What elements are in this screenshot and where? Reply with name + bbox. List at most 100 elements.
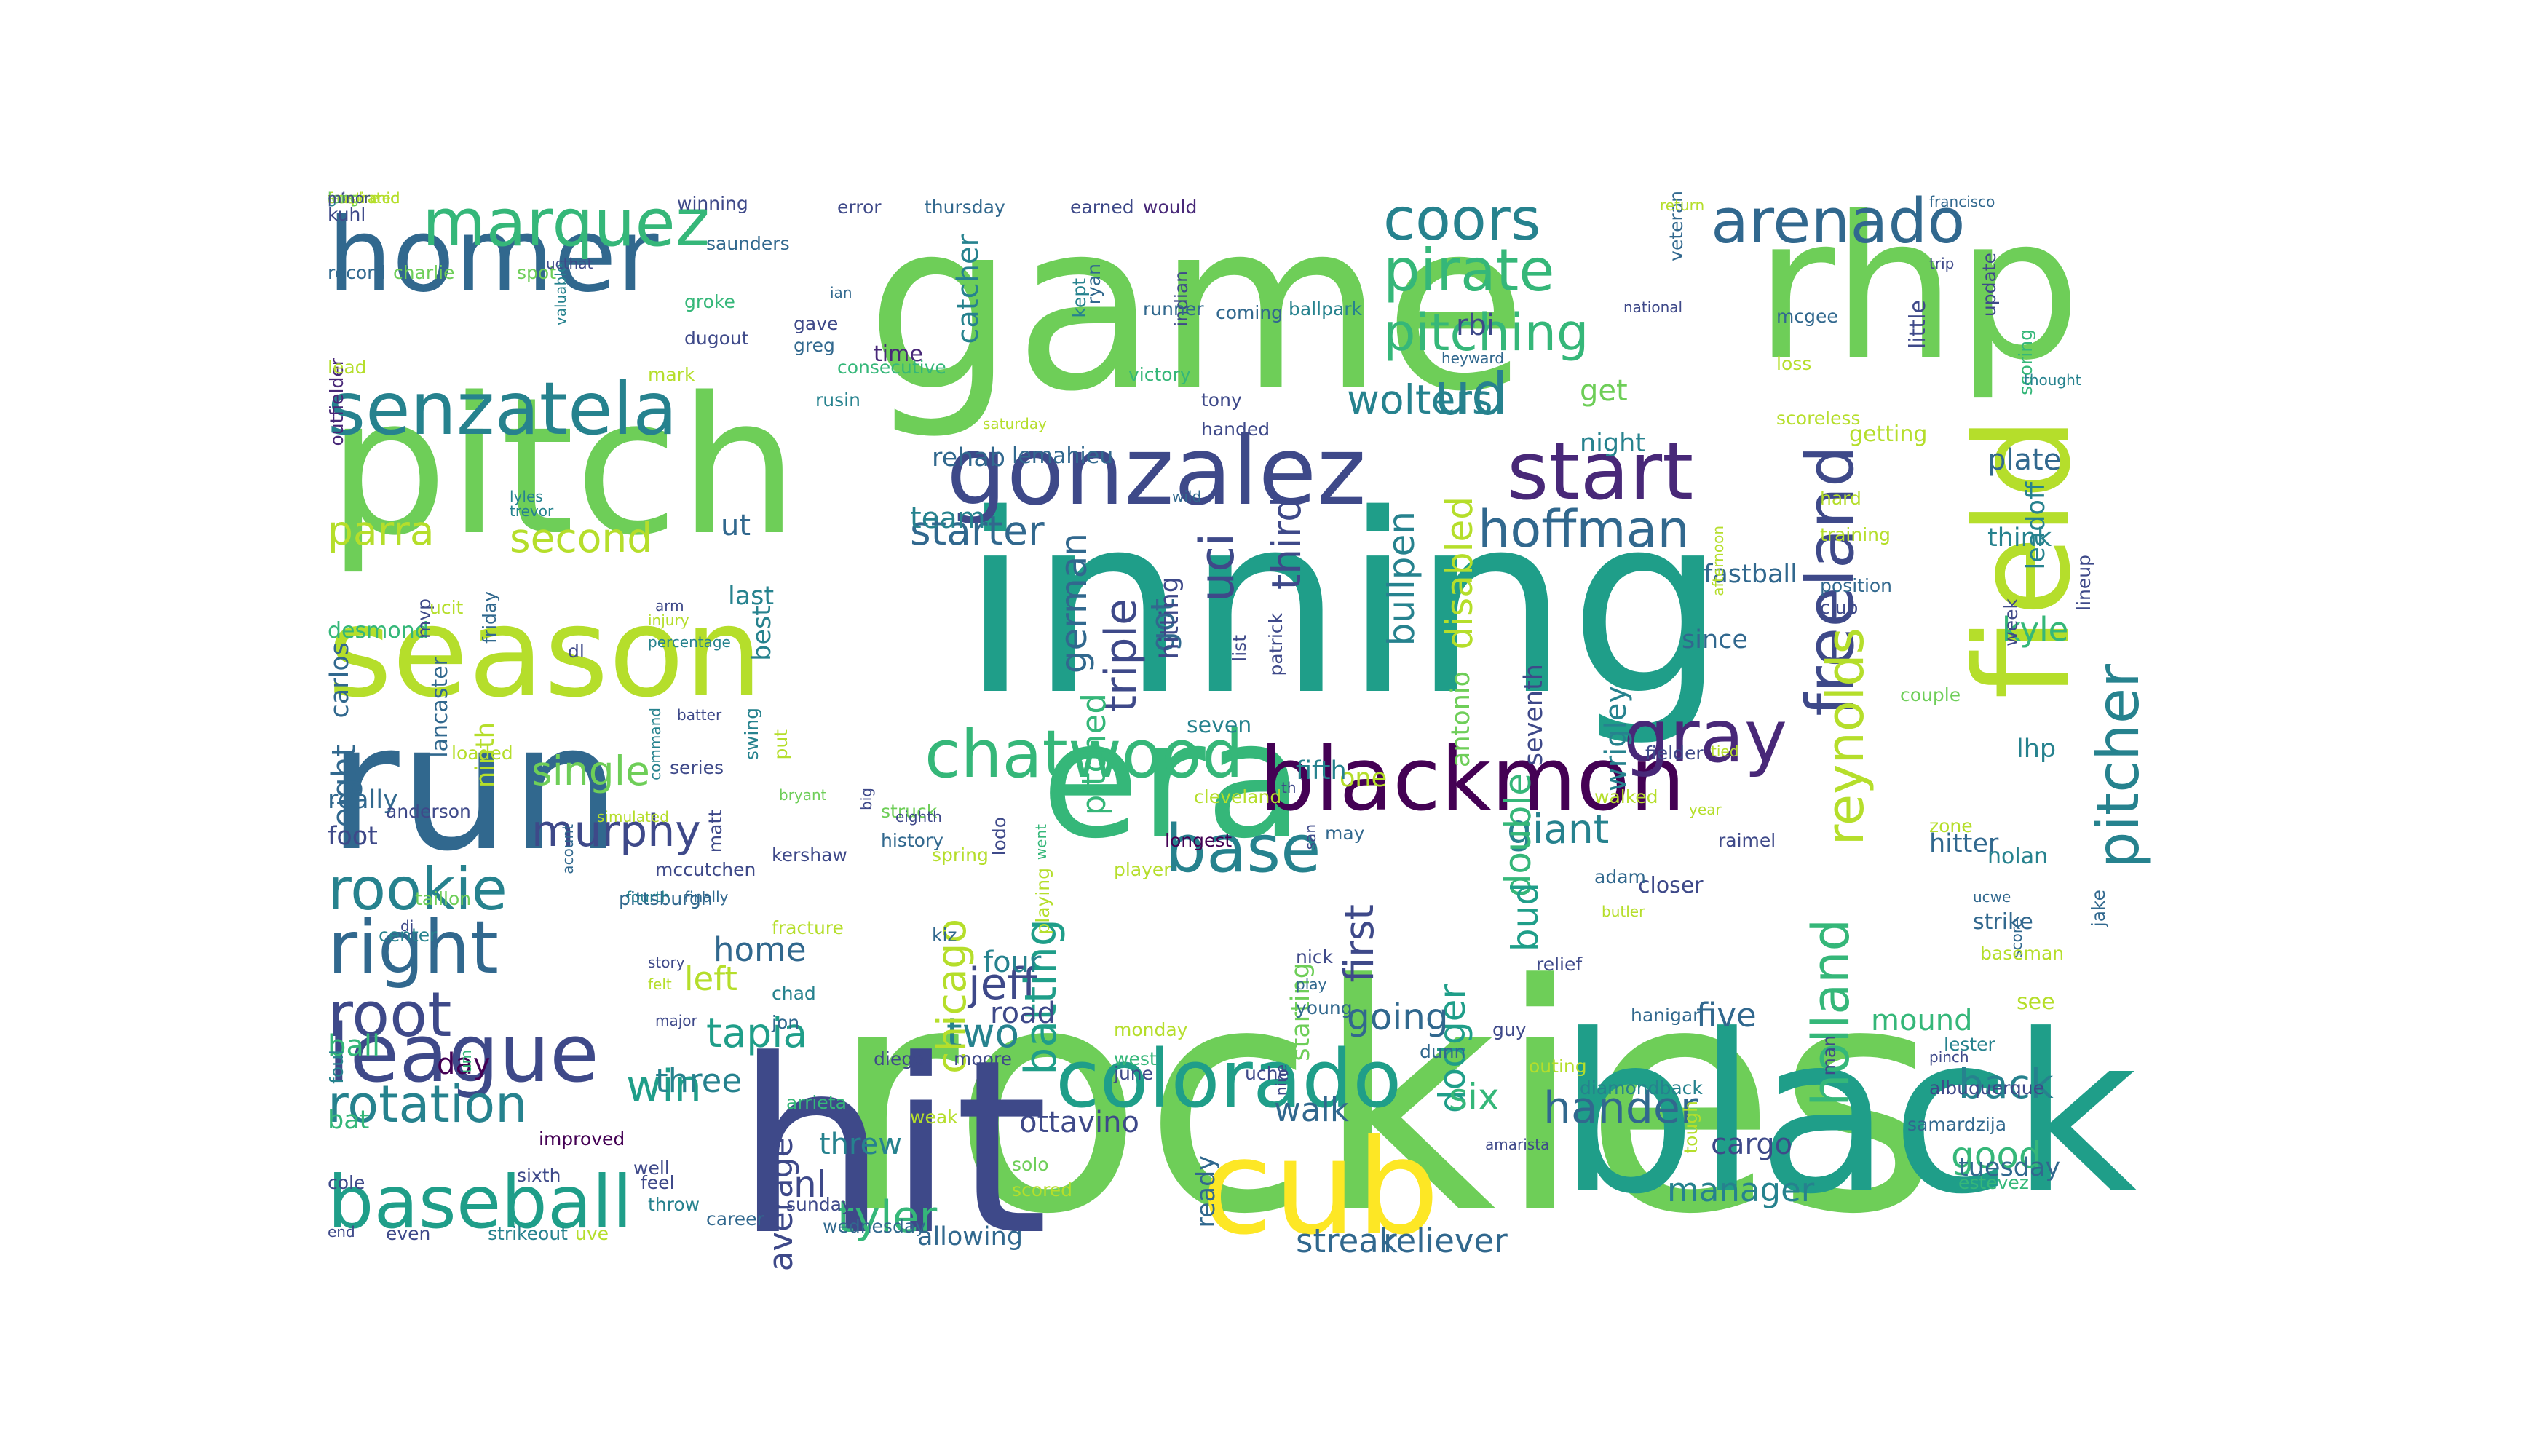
word-scored: scored — [1012, 1179, 1073, 1200]
word-wednesday: wednesday — [823, 1216, 926, 1237]
word-strike: strike — [1973, 909, 2033, 935]
word-hanigan: hanigan — [1631, 1005, 1704, 1026]
word-inning: inning — [961, 462, 1727, 750]
word-long: long — [328, 191, 360, 207]
word-little: little — [1905, 300, 1931, 349]
word-charlie: charlie — [393, 262, 455, 283]
word-gave: gave — [794, 313, 839, 334]
word-adam: adam — [1594, 866, 1646, 887]
word-day: day — [437, 1048, 491, 1081]
word-may: may — [1325, 823, 1365, 844]
word-root: root — [328, 979, 452, 1051]
word-story: story — [648, 954, 685, 971]
word-one: one — [1340, 764, 1388, 793]
word-francisco: francisco — [1929, 193, 1995, 210]
word-think: think — [1987, 523, 2052, 553]
word-rusin: rusin — [815, 389, 860, 411]
word-three: three — [655, 1061, 743, 1100]
word-hitter: hitter — [1929, 829, 1999, 858]
word-would: would — [1143, 197, 1198, 218]
word-dl: dl — [568, 641, 585, 662]
word-fourth: fourth — [626, 888, 670, 906]
word-mechanic: mechanic — [328, 191, 398, 207]
word-black: black — [1558, 988, 2138, 1242]
word-bryant: bryant — [779, 786, 827, 804]
word-trip: trip — [1929, 255, 1955, 272]
word-eight: eight — [328, 744, 363, 828]
word-frustrated: frustrated — [328, 191, 400, 207]
word-win: win — [626, 1061, 702, 1112]
word-valuable: valuable — [552, 264, 569, 326]
word-nine: nine — [1273, 1064, 1290, 1096]
word-diamondback: diamondback — [1580, 1077, 1703, 1099]
word-guy: guy — [1492, 1019, 1527, 1040]
word-thursday: thursday — [925, 197, 1005, 218]
word-double: double — [1497, 773, 1539, 898]
word-lester: lester — [1944, 1034, 1995, 1055]
word-lemahieu: lemahieu — [1012, 443, 1114, 469]
word-saturday: saturday — [983, 415, 1047, 432]
word-tapia: tapia — [706, 1010, 808, 1056]
word-ud: ud — [1434, 360, 1508, 428]
word-center: center — [379, 925, 438, 946]
word-night: night — [1580, 429, 1646, 458]
word-taillon: taillon — [415, 888, 472, 909]
word-nl: nl — [794, 1163, 827, 1206]
word-handed: handed — [1201, 419, 1270, 440]
word-minor: minor — [328, 191, 371, 207]
word-german: german — [1053, 533, 1095, 674]
word-walked: walked — [1594, 786, 1658, 807]
word-butler: butler — [1602, 903, 1645, 920]
word-tony: tony — [1201, 389, 1242, 411]
word-allowing: allowing — [917, 1222, 1024, 1251]
word-hitting: hitting — [1155, 577, 1184, 660]
word-playing: playing — [1032, 868, 1053, 935]
word-cloud: rockies inning game hit black pitch rhp run era c… — [328, 191, 2283, 1283]
word-hoffman: hoffman — [1478, 499, 1690, 559]
word-dunn: dunn — [1420, 1041, 1466, 1062]
word-best: best — [748, 606, 777, 661]
word-cub: cub — [1201, 1112, 1440, 1264]
word-jon: jon — [772, 1012, 800, 1033]
word-anderson: anderson — [386, 801, 471, 822]
word-single: single — [531, 748, 650, 794]
word-colorado: colorado — [1056, 1032, 1402, 1125]
word-mound: mound — [1871, 1004, 1973, 1037]
word-coors: coors — [1383, 191, 1541, 253]
word-disabled: disabled — [1439, 496, 1481, 650]
word-man: man — [1819, 1035, 1840, 1076]
word-amarista: amarista — [1485, 1136, 1550, 1153]
word-carlos: carlos — [328, 642, 355, 719]
word-kuhl: kuhl — [328, 204, 366, 225]
word-holland: holland — [1801, 919, 1861, 1107]
word-since: since — [1682, 625, 1748, 654]
word-fastball: fastball — [1704, 560, 1797, 589]
word-acount: acount — [559, 824, 577, 874]
word-blackmon: blackmon — [1259, 729, 1685, 831]
word-spot: spot — [517, 262, 556, 283]
word-giant: giant — [1507, 806, 1610, 852]
word-year: year — [1689, 801, 1722, 818]
word-team: team — [910, 502, 986, 535]
word-home: home — [713, 930, 807, 969]
word-estevez: estevez — [1958, 1172, 2029, 1193]
word-baseman: baseman — [1980, 943, 2065, 964]
word-command: command — [646, 708, 664, 780]
word-five: five — [1696, 996, 1757, 1034]
word-kyle: kyle — [2002, 610, 2069, 649]
word-closer: closer — [1638, 873, 1704, 898]
word-winning: winning — [677, 193, 748, 214]
word-sixth: sixth — [517, 1165, 561, 1186]
word-coming: coming — [1216, 302, 1283, 323]
word-rehab: rehab — [932, 443, 1006, 472]
word-ballpark: ballpark — [1289, 298, 1363, 320]
word-west: west — [1114, 1048, 1157, 1069]
word-simulated: simulated — [597, 808, 669, 826]
word-reliever: reliever — [1383, 1222, 1508, 1260]
word-gonzalez: gonzalez — [946, 416, 1366, 526]
word-groke: groke — [684, 291, 735, 312]
word-felt: felt — [648, 976, 672, 993]
word-consecutive: consecutive — [837, 357, 946, 378]
word-uche: uche — [1245, 1063, 1289, 1084]
word-jake: jake — [2088, 890, 2109, 927]
